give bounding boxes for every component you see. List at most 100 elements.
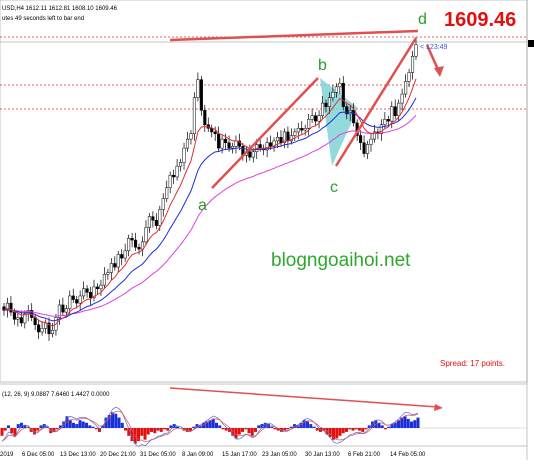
candle-body	[200, 80, 203, 111]
candle-body	[34, 318, 37, 325]
candle-body	[297, 128, 300, 132]
candle-body	[259, 145, 262, 149]
candle-body	[190, 134, 193, 139]
macd-bar	[114, 414, 117, 428]
macd-bar	[10, 428, 13, 433]
candle-body	[179, 163, 182, 167]
candle-body	[75, 300, 78, 304]
candle-body	[280, 137, 283, 142]
candle-body	[176, 166, 179, 177]
candle-body	[44, 323, 47, 328]
macd-bar	[163, 428, 166, 429]
candle-body	[224, 139, 227, 143]
macd-bar	[17, 424, 20, 428]
macd-bar	[248, 428, 251, 433]
candle-body	[155, 220, 158, 225]
candle-body	[79, 296, 82, 303]
macd-bar	[166, 428, 169, 431]
candle-body	[17, 318, 20, 320]
ma-slow-line	[4, 115, 416, 316]
macd-bar	[361, 428, 364, 432]
candle-body	[62, 305, 65, 312]
macd-bar	[72, 423, 75, 428]
candle-body	[86, 289, 89, 293]
macd-bar	[212, 419, 215, 428]
candle-body	[127, 238, 130, 251]
current-price-tag: 1609.46	[444, 9, 516, 31]
candle-body	[162, 199, 165, 210]
wave-label-c: c	[330, 179, 338, 196]
candle-body	[321, 103, 324, 116]
candle-body	[110, 263, 113, 272]
macd-bar	[287, 428, 290, 429]
candle-body	[294, 132, 297, 136]
candle-body	[138, 247, 141, 249]
candle-body	[404, 81, 407, 94]
macd-bar	[56, 428, 59, 429]
price-axis-marker	[528, 40, 534, 47]
time-tick-9: 6 Feb 21:00	[348, 452, 381, 458]
macd-bar	[88, 425, 91, 428]
candle-body	[131, 238, 134, 240]
candle-body	[390, 107, 393, 121]
candle-body	[314, 116, 317, 121]
macd-bar	[4, 428, 7, 431]
candle-body	[197, 80, 200, 98]
macd-bar	[348, 428, 351, 429]
candle-body	[158, 209, 161, 225]
time-tick-8: 30 Jan 13:00	[305, 452, 340, 458]
candle-body	[186, 139, 189, 148]
macd-bar	[345, 428, 348, 432]
time-tick-4: 31 Dec 05:00	[140, 452, 176, 458]
candle-body	[145, 227, 148, 241]
macd-bar	[218, 425, 221, 428]
macd-bar	[95, 428, 98, 429]
macd-bar	[238, 428, 241, 435]
candle-body	[113, 263, 116, 267]
candle-body	[401, 94, 404, 103]
macd-bar	[339, 428, 342, 436]
candle-body	[10, 303, 13, 312]
macd-bar	[352, 428, 355, 431]
macd-arrowhead	[434, 404, 443, 411]
bar-timer-info: utes 49 seconds left to bar end	[2, 16, 84, 22]
macd-histogram	[1, 412, 420, 443]
time-tick-10: 14 Feb 05:00	[390, 452, 426, 458]
candle-body	[100, 285, 103, 289]
macd-bar	[36, 428, 39, 431]
watermark-text: blogngoaihoi.net	[271, 250, 411, 271]
candle-body	[342, 83, 345, 106]
candle-body	[37, 325, 40, 332]
candle-body	[221, 139, 224, 148]
candle-body	[311, 116, 314, 120]
candle-body	[41, 328, 44, 332]
arrow-top-trend[interactable]	[170, 31, 418, 40]
candles-layer	[3, 37, 418, 341]
macd-panel: (12, 26, 9) 9.0887 7.6460 1.4427 0.0000	[0, 384, 527, 447]
main-panel: USD,H4 1612.11 1612.81 1608.10 1609.46 u…	[0, 0, 527, 460]
candle-body	[363, 143, 366, 154]
wave-label-b: b	[318, 57, 327, 74]
macd-trend-arrow[interactable]	[170, 388, 438, 407]
time-tick-3: 20 Dec 21:00	[100, 452, 136, 458]
candle-body	[300, 128, 303, 130]
candle-body	[318, 116, 321, 121]
macd-bar	[69, 420, 72, 428]
candle-body	[352, 110, 355, 123]
candle-body	[276, 137, 279, 141]
candle-body	[231, 146, 234, 148]
candle-body	[82, 289, 85, 296]
macd-bar	[251, 428, 254, 436]
horizontal-levels[interactable]	[0, 37, 527, 109]
macd-bar	[313, 427, 316, 428]
candle-body	[228, 143, 231, 148]
time-tick-5: 8 Jan 09:00	[182, 452, 214, 458]
macd-header: (12, 26, 9) 9.0887 7.6460 1.4427 0.0000	[2, 392, 110, 398]
candle-body	[89, 292, 92, 297]
macd-bar	[407, 419, 410, 428]
candle-body	[172, 175, 175, 177]
macd-bar	[365, 428, 368, 429]
macd-bar	[118, 418, 121, 428]
